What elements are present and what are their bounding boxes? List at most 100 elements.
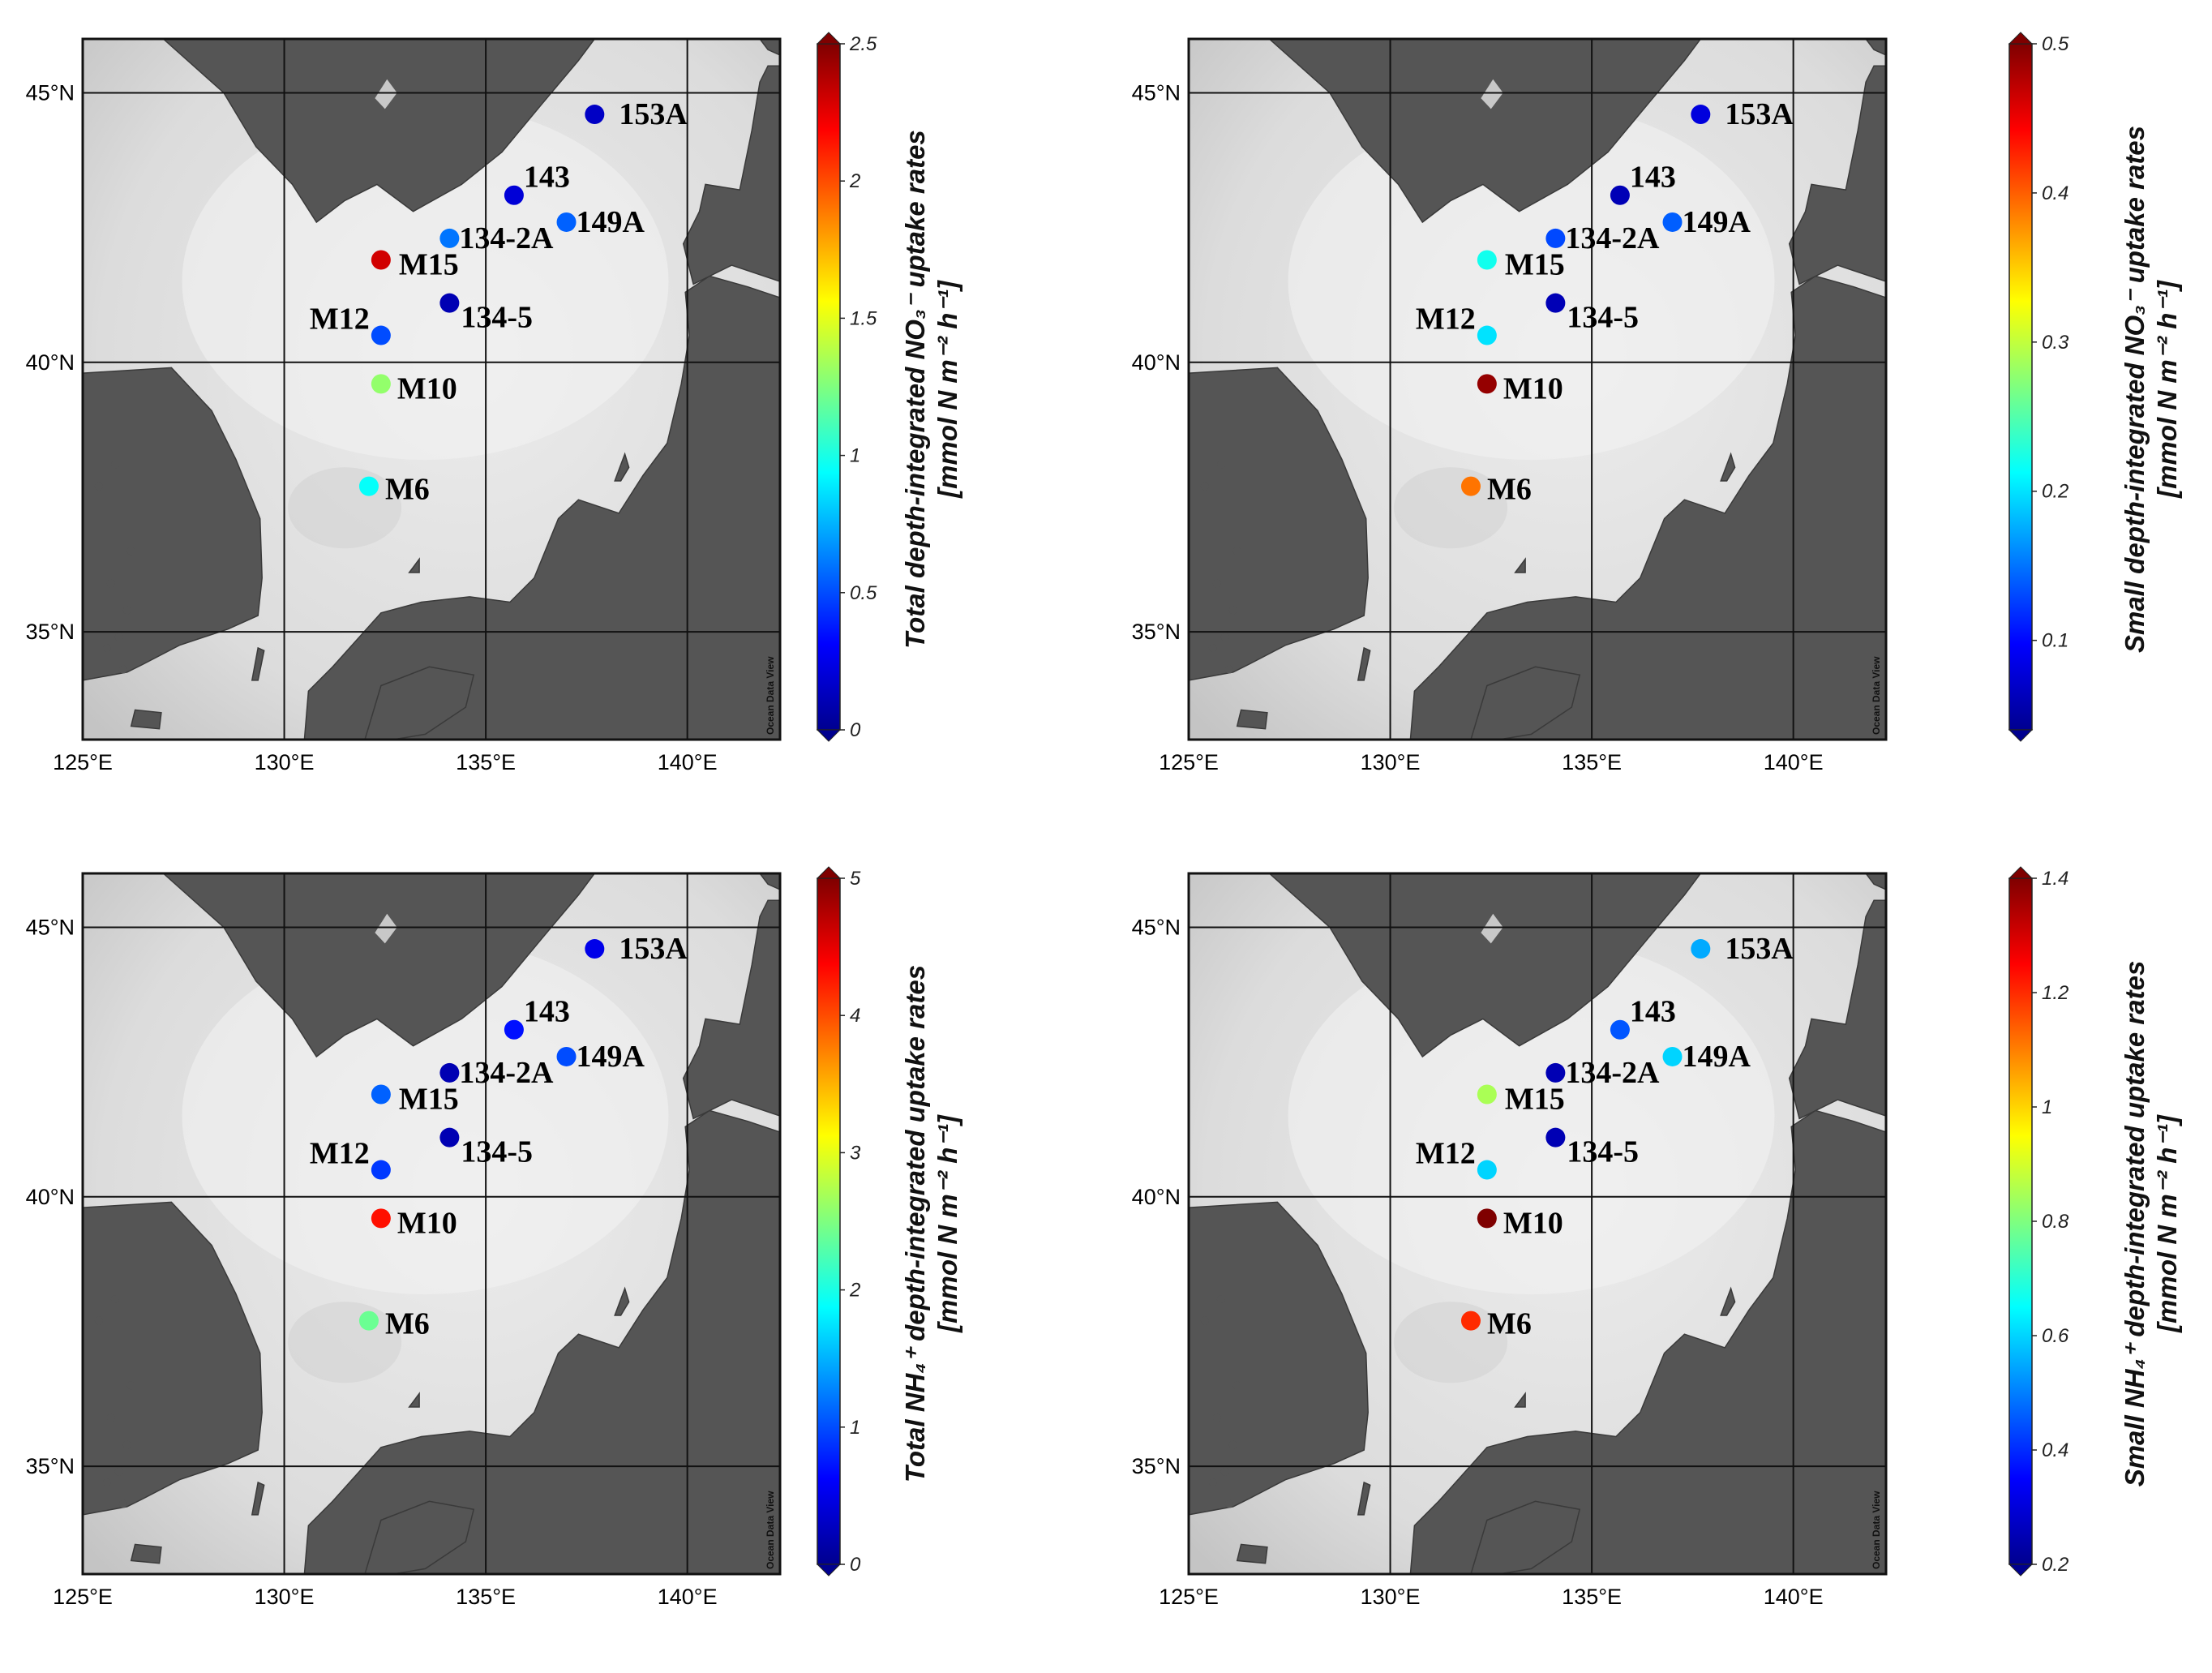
station-marker [371,325,391,345]
lon-tick-label: 130°E [255,1585,315,1609]
small-island [102,644,111,653]
lon-tick-label: 135°E [456,1585,516,1609]
small-island [1228,606,1237,615]
station-marker [1460,476,1481,496]
colorbar-tick-label: 1 [2042,1096,2052,1118]
small-island [106,579,115,588]
station-marker [585,939,605,959]
lat-tick-label: 40°N [1132,350,1181,375]
station-label: 134-2A [1565,221,1660,255]
small-island [1212,1413,1221,1422]
lake-khanka [1481,79,1503,109]
station-marker [585,105,605,125]
land-jeju [130,709,162,730]
station-label: 153A [1725,97,1794,131]
colorbar-tick-label: 3 [850,1142,861,1164]
colorbar [2008,43,2033,731]
station-marker [371,1160,391,1180]
map-svg: 125°E 130°E 135°E 140°E 35°N 40°N 45°N Ocean Da… [26,32,962,774]
small-island [1212,579,1221,588]
land-jeju [1236,709,1268,730]
station-marker [371,1208,391,1229]
station-label: M6 [385,473,430,507]
small-island [1200,482,1209,491]
land-oki [1514,1392,1526,1408]
land-japan [1409,1109,1886,1574]
station-marker [358,476,379,496]
station-label: 149A [1683,1040,1751,1074]
lake-khanka [375,79,397,109]
colorbar-title: Small NH₄⁺ depth-integrated uptake rates [2120,961,2150,1487]
land-asia [1189,39,1702,740]
colorbar-tick-label: 0 [850,719,861,741]
map-frame [1187,37,1888,741]
station-label: 149A [1683,205,1751,239]
lon-tick-label: 125°E [1159,750,1219,774]
small-island [1208,1478,1217,1487]
small-island [110,461,119,470]
station-label: M6 [1487,473,1532,507]
colorbar-title: Total depth-integrated NO₃⁻ uptake rates [900,130,930,649]
station-label: 153A [619,97,688,131]
station-label: 134-2A [459,221,554,255]
small-island [1200,1316,1209,1325]
station-label: M10 [1503,1206,1563,1240]
station-label: 143 [1630,161,1676,195]
land-hokkaido [682,65,780,285]
lon-tick-label: 125°E [53,1585,113,1609]
station-marker [439,1127,460,1148]
small-island [1220,633,1229,641]
colorbar-min-arrow [2008,1564,2034,1576]
station-marker [1545,1062,1566,1083]
colorbar-max-arrow [816,32,842,45]
land-hokkaido [1788,899,1886,1120]
station-marker [504,1019,524,1040]
small-island [1220,1467,1229,1476]
lat-tick-label: 35°N [26,620,75,644]
station-label: 134-5 [461,1135,533,1169]
small-island [126,1381,135,1390]
land-tsushima [251,1481,265,1516]
land-jeju [1236,1543,1268,1564]
station-label: 149A [577,205,645,239]
lat-tick-label: 45°N [26,915,75,939]
lat-tick-label: 40°N [26,1185,75,1209]
station-marker [1477,1084,1497,1105]
odv-watermark: Ocean Data View [765,656,776,735]
land-oki [408,557,420,573]
station-marker [1460,1311,1481,1331]
lon-tick-label: 140°E [658,750,718,774]
colorbar-tick-label: 1 [850,445,860,467]
land-sakhalin [1865,873,1886,890]
station-label: M15 [399,1082,459,1116]
colorbar-tick-label: 2.5 [849,33,877,55]
lat-tick-label: 35°N [26,1454,75,1478]
colorbar-tick-label: 0.5 [2042,33,2069,55]
small-island [1224,1499,1233,1508]
colorbar-tick-label: 4 [850,1005,860,1027]
station-label: M15 [1505,247,1565,281]
colorbar-tick-label: 0.6 [2042,1325,2069,1347]
station-label: 153A [619,932,688,966]
small-island [1232,1381,1241,1390]
colorbar [817,43,841,731]
lon-tick-label: 140°E [658,1585,718,1609]
odv-watermark: Ocean Data View [1871,1491,1882,1569]
station-marker [1477,1208,1497,1229]
land-asia [83,39,596,740]
land-sado [614,452,630,482]
odv-watermark: Ocean Data View [1871,656,1882,735]
lon-tick-label: 135°E [456,750,516,774]
station-label: 153A [1725,932,1794,966]
land-sado [1720,1286,1736,1316]
small-island [118,665,127,674]
map-panel-small-no3: 125°E 130°E 135°E 140°E 35°N 40°N 45°N Ocean Da… [1106,0,2212,834]
station-label: M10 [1503,371,1563,405]
land-oki [408,1392,420,1408]
small-island [114,633,123,641]
land-japan [303,275,780,740]
colorbar-units: [mmol N m⁻² h⁻¹] [932,280,962,499]
station-label: M12 [310,1137,370,1171]
lat-tick-label: 40°N [1132,1185,1181,1209]
station-label: M15 [399,247,459,281]
